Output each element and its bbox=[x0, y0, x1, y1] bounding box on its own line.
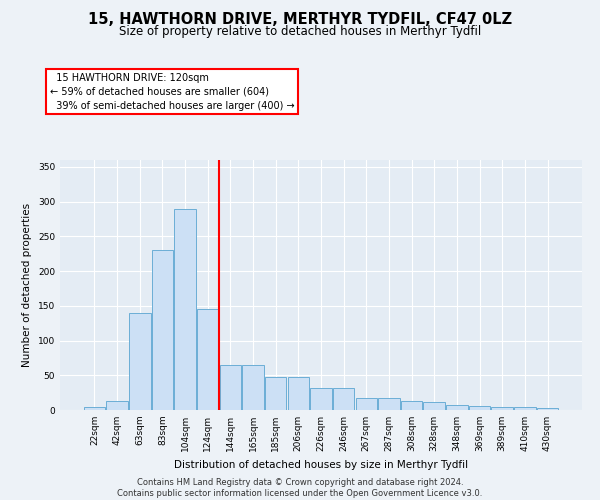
Bar bbox=[242, 365, 264, 410]
Bar bbox=[378, 398, 400, 410]
Y-axis label: Number of detached properties: Number of detached properties bbox=[22, 203, 32, 367]
Bar bbox=[84, 406, 105, 410]
Bar bbox=[129, 313, 151, 410]
Bar bbox=[265, 378, 286, 410]
Bar bbox=[310, 388, 332, 410]
Text: Contains HM Land Registry data © Crown copyright and database right 2024.
Contai: Contains HM Land Registry data © Crown c… bbox=[118, 478, 482, 498]
Bar bbox=[356, 398, 377, 410]
Bar bbox=[106, 401, 128, 410]
Bar bbox=[220, 365, 241, 410]
Text: 15, HAWTHORN DRIVE, MERTHYR TYDFIL, CF47 0LZ: 15, HAWTHORN DRIVE, MERTHYR TYDFIL, CF47… bbox=[88, 12, 512, 28]
Bar bbox=[514, 407, 536, 410]
Bar bbox=[446, 405, 467, 410]
Bar bbox=[401, 401, 422, 410]
Text: Size of property relative to detached houses in Merthyr Tydfil: Size of property relative to detached ho… bbox=[119, 25, 481, 38]
Bar bbox=[469, 406, 490, 410]
X-axis label: Distribution of detached houses by size in Merthyr Tydfil: Distribution of detached houses by size … bbox=[174, 460, 468, 469]
Bar bbox=[537, 408, 558, 410]
Bar bbox=[333, 388, 355, 410]
Bar bbox=[197, 310, 218, 410]
Text: 15 HAWTHORN DRIVE: 120sqm
← 59% of detached houses are smaller (604)
  39% of se: 15 HAWTHORN DRIVE: 120sqm ← 59% of detac… bbox=[50, 72, 294, 110]
Bar bbox=[175, 208, 196, 410]
Bar bbox=[491, 406, 513, 410]
Bar bbox=[424, 402, 445, 410]
Bar bbox=[287, 378, 309, 410]
Bar bbox=[152, 250, 173, 410]
